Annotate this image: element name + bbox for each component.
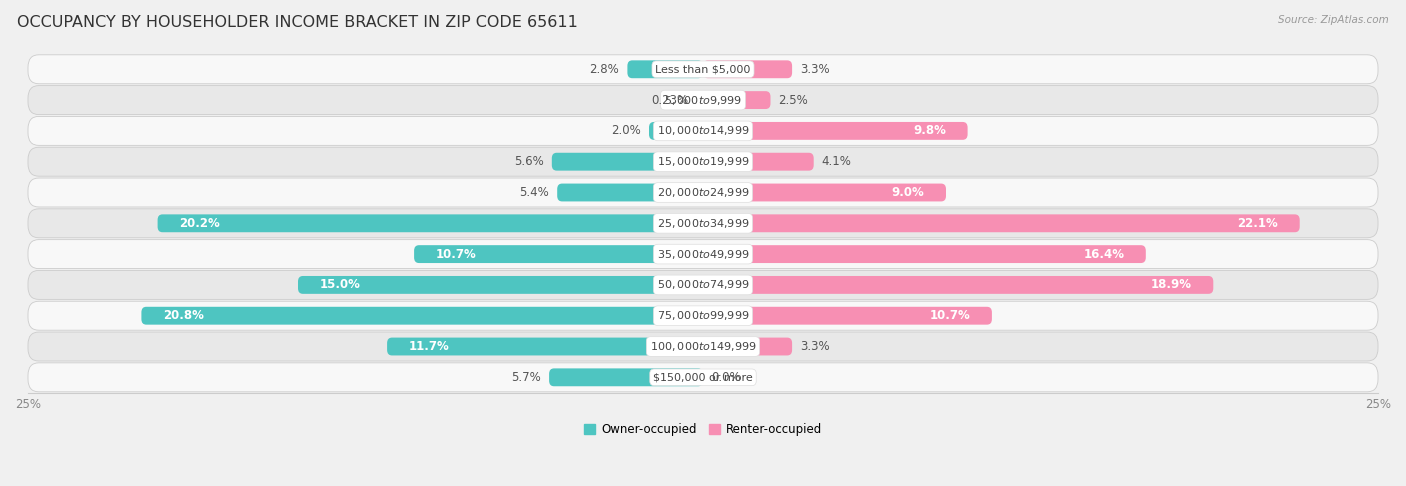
Text: $20,000 to $24,999: $20,000 to $24,999: [657, 186, 749, 199]
Text: $10,000 to $14,999: $10,000 to $14,999: [657, 124, 749, 138]
Text: $25,000 to $34,999: $25,000 to $34,999: [657, 217, 749, 230]
Text: 11.7%: 11.7%: [409, 340, 450, 353]
FancyBboxPatch shape: [703, 184, 946, 201]
FancyBboxPatch shape: [703, 338, 792, 355]
Text: 2.5%: 2.5%: [779, 94, 808, 106]
Legend: Owner-occupied, Renter-occupied: Owner-occupied, Renter-occupied: [579, 418, 827, 441]
Text: 22.1%: 22.1%: [1237, 217, 1278, 230]
FancyBboxPatch shape: [28, 332, 1378, 361]
FancyBboxPatch shape: [28, 209, 1378, 238]
Text: 18.9%: 18.9%: [1150, 278, 1192, 292]
FancyBboxPatch shape: [697, 91, 703, 109]
FancyBboxPatch shape: [142, 307, 703, 325]
FancyBboxPatch shape: [28, 363, 1378, 392]
Text: 4.1%: 4.1%: [821, 155, 852, 168]
FancyBboxPatch shape: [157, 214, 703, 232]
FancyBboxPatch shape: [28, 270, 1378, 299]
Text: 16.4%: 16.4%: [1083, 247, 1125, 260]
Text: Source: ZipAtlas.com: Source: ZipAtlas.com: [1278, 15, 1389, 25]
Text: $50,000 to $74,999: $50,000 to $74,999: [657, 278, 749, 292]
Text: 5.4%: 5.4%: [519, 186, 550, 199]
Text: 5.6%: 5.6%: [515, 155, 544, 168]
Text: $5,000 to $9,999: $5,000 to $9,999: [664, 94, 742, 106]
FancyBboxPatch shape: [551, 153, 703, 171]
FancyBboxPatch shape: [703, 91, 770, 109]
Text: 2.0%: 2.0%: [612, 124, 641, 138]
FancyBboxPatch shape: [28, 55, 1378, 84]
Text: 10.7%: 10.7%: [436, 247, 477, 260]
FancyBboxPatch shape: [703, 276, 1213, 294]
FancyBboxPatch shape: [28, 147, 1378, 176]
FancyBboxPatch shape: [627, 60, 703, 78]
Text: $15,000 to $19,999: $15,000 to $19,999: [657, 155, 749, 168]
FancyBboxPatch shape: [28, 240, 1378, 269]
FancyBboxPatch shape: [703, 214, 1299, 232]
FancyBboxPatch shape: [28, 178, 1378, 207]
Text: $35,000 to $49,999: $35,000 to $49,999: [657, 247, 749, 260]
Text: 5.7%: 5.7%: [512, 371, 541, 384]
Text: 20.2%: 20.2%: [179, 217, 219, 230]
FancyBboxPatch shape: [703, 153, 814, 171]
FancyBboxPatch shape: [387, 338, 703, 355]
Text: 10.7%: 10.7%: [929, 309, 970, 322]
Text: OCCUPANCY BY HOUSEHOLDER INCOME BRACKET IN ZIP CODE 65611: OCCUPANCY BY HOUSEHOLDER INCOME BRACKET …: [17, 15, 578, 30]
Text: 2.8%: 2.8%: [589, 63, 619, 76]
Text: 9.0%: 9.0%: [891, 186, 924, 199]
Text: 3.3%: 3.3%: [800, 63, 830, 76]
Text: 0.23%: 0.23%: [651, 94, 689, 106]
Text: 20.8%: 20.8%: [163, 309, 204, 322]
Text: $150,000 or more: $150,000 or more: [654, 372, 752, 382]
FancyBboxPatch shape: [703, 307, 991, 325]
Text: 0.0%: 0.0%: [711, 371, 741, 384]
FancyBboxPatch shape: [703, 122, 967, 140]
FancyBboxPatch shape: [28, 86, 1378, 115]
Text: $75,000 to $99,999: $75,000 to $99,999: [657, 309, 749, 322]
Text: 3.3%: 3.3%: [800, 340, 830, 353]
Text: 9.8%: 9.8%: [912, 124, 946, 138]
FancyBboxPatch shape: [28, 117, 1378, 145]
FancyBboxPatch shape: [28, 301, 1378, 330]
FancyBboxPatch shape: [703, 60, 792, 78]
FancyBboxPatch shape: [298, 276, 703, 294]
Text: $100,000 to $149,999: $100,000 to $149,999: [650, 340, 756, 353]
FancyBboxPatch shape: [557, 184, 703, 201]
FancyBboxPatch shape: [650, 122, 703, 140]
Text: 15.0%: 15.0%: [319, 278, 360, 292]
Text: Less than $5,000: Less than $5,000: [655, 64, 751, 74]
FancyBboxPatch shape: [703, 245, 1146, 263]
FancyBboxPatch shape: [415, 245, 703, 263]
FancyBboxPatch shape: [550, 368, 703, 386]
